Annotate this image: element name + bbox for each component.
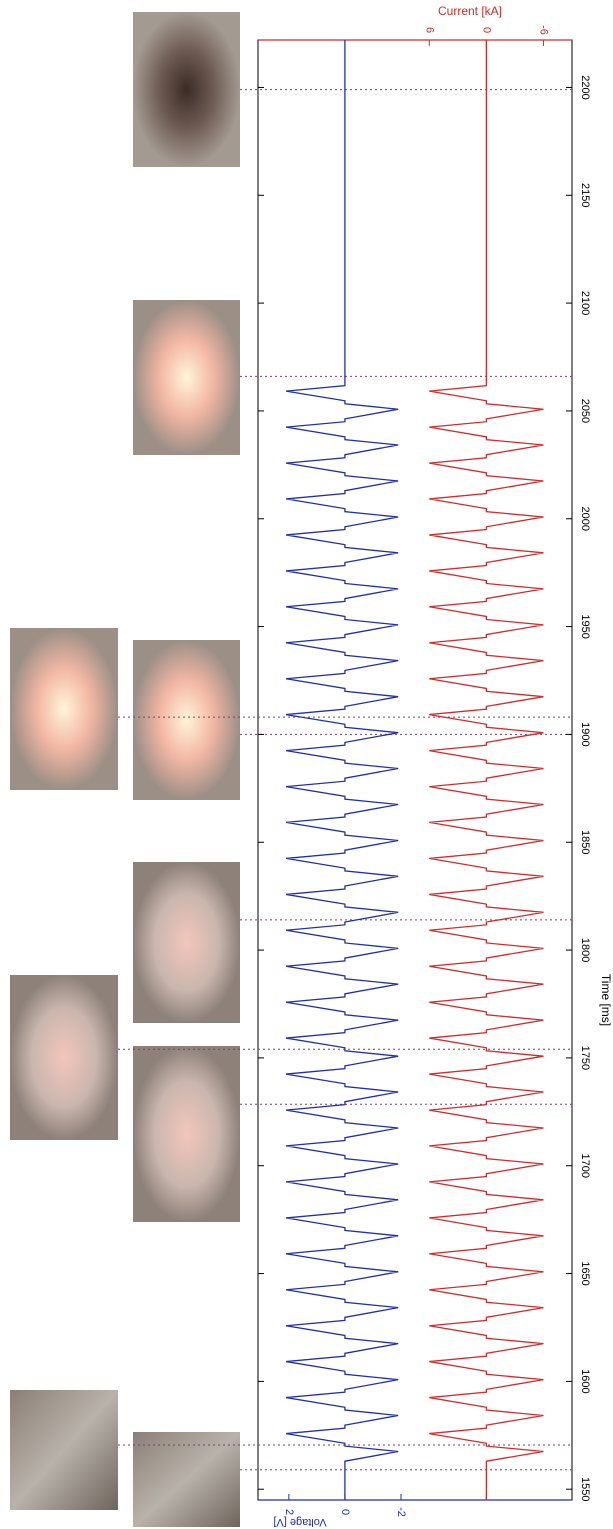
x-tick-label: 2150 [579, 183, 591, 207]
y2-tick-label: -6 [538, 25, 550, 35]
photo [133, 862, 240, 1023]
x-tick-label: 1600 [579, 1369, 591, 1393]
x-axis-label: Time [ms] [599, 974, 613, 1026]
photos [10, 12, 240, 1527]
chart: Current [kA] Time [ms] Voltage [V] 1550 1… [0, 0, 613, 1529]
x-tick-label: 1900 [579, 722, 591, 746]
photo [10, 628, 118, 790]
y-tick-label: -2 [395, 1507, 407, 1517]
photo [10, 975, 118, 1140]
x-tick-label: 2100 [579, 291, 591, 315]
x-tick-label: 1850 [579, 830, 591, 854]
photo [133, 640, 240, 800]
series-line [429, 40, 543, 1500]
y-axis-label: Voltage [V] [273, 1516, 326, 1528]
x-tick-label: 1700 [579, 1153, 591, 1177]
y2-tick-label: 6 [423, 27, 435, 33]
x-tick-label: 2050 [579, 399, 591, 423]
series-line [286, 40, 398, 1500]
y-tick-label: 0 [339, 1509, 351, 1515]
y2-axis-label: Current [kA] [438, 4, 502, 18]
x-tick-label: 1650 [579, 1261, 591, 1285]
x-tick-label: 1550 [579, 1477, 591, 1501]
x-tick-label: 2200 [579, 75, 591, 99]
x-tick-label: 2000 [579, 507, 591, 531]
photo [133, 1046, 240, 1222]
photo [10, 1390, 118, 1510]
photo [133, 12, 240, 167]
x-tick-label: 1800 [579, 938, 591, 962]
plot-frame [258, 40, 572, 1500]
x-tick-label: 1950 [579, 614, 591, 638]
y-tick-label: 2 [283, 1509, 295, 1515]
photo [133, 1432, 240, 1527]
y2-tick-label: 0 [480, 27, 492, 33]
x-tick-label: 1750 [579, 1046, 591, 1070]
photo [133, 300, 240, 455]
